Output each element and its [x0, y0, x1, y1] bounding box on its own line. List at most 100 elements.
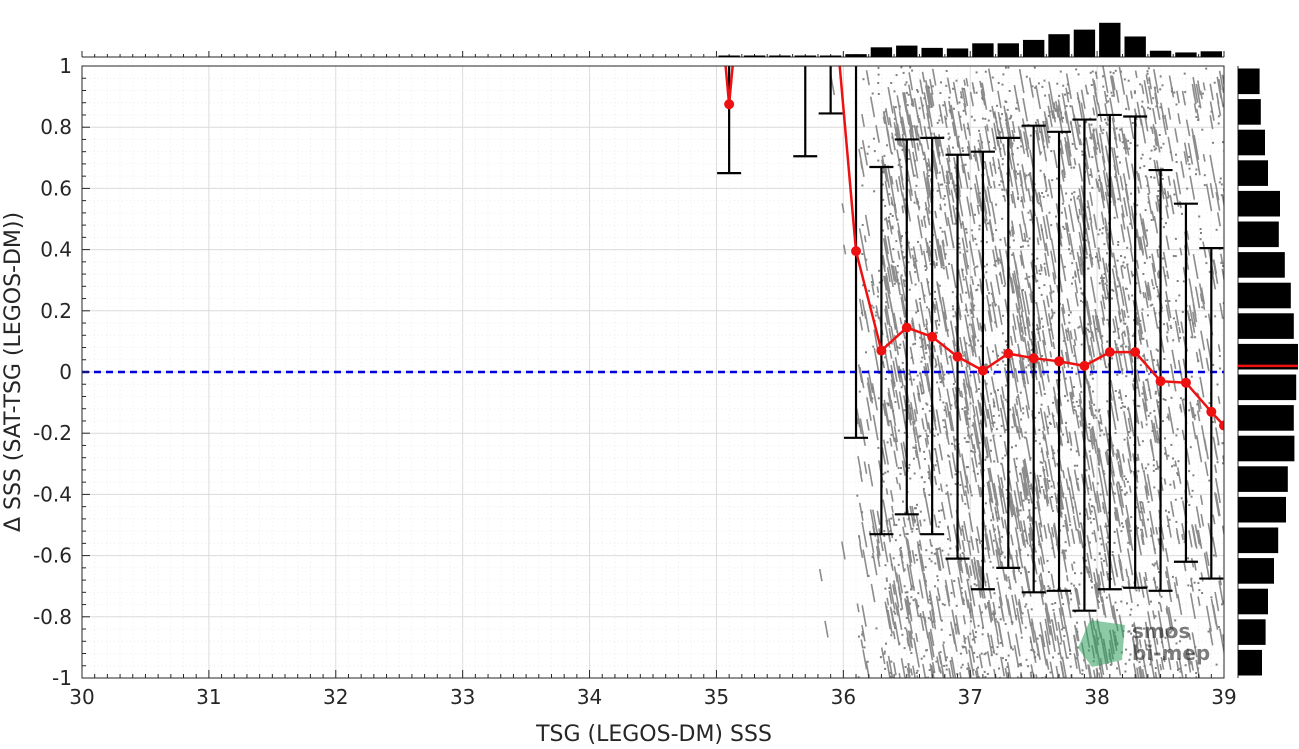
scatter-point [1187, 584, 1190, 587]
scatter-point [1154, 581, 1156, 584]
scatter-point [980, 492, 983, 495]
scatter-point [933, 448, 936, 451]
scatter-point [962, 646, 965, 649]
right-histogram-bar [1238, 619, 1266, 645]
scatter-point [970, 608, 972, 611]
scatter-point [884, 356, 887, 359]
scatter-point [1038, 543, 1041, 546]
scatter-point [1190, 584, 1193, 587]
scatter-point [936, 460, 938, 463]
scatter-point [1049, 323, 1052, 325]
scatter-point [1167, 525, 1170, 527]
scatter-point [1112, 289, 1115, 292]
scatter-point [889, 530, 892, 532]
scatter-point [939, 381, 942, 384]
scatter-point [1001, 83, 1004, 86]
scatter-point [1073, 561, 1076, 564]
scatter-point [1138, 511, 1141, 513]
scatter-point [1147, 201, 1150, 204]
scatter-point [1125, 107, 1128, 110]
scatter-point [992, 350, 994, 353]
scatter-point [913, 159, 916, 162]
scatter-point [967, 434, 970, 437]
scatter-point [1011, 426, 1014, 429]
scatter-point [896, 346, 899, 349]
scatter-point [1076, 482, 1079, 485]
scatter-point [1161, 641, 1163, 644]
scatter-point [1190, 577, 1193, 580]
scatter-point [908, 466, 910, 469]
scatter-point [972, 87, 975, 90]
scatter-point [925, 649, 928, 652]
scatter-point [1056, 177, 1058, 180]
scatter-point [909, 477, 912, 480]
scatter-point [1053, 117, 1056, 119]
scatter-point [928, 471, 931, 473]
scatter-point [1066, 83, 1069, 86]
scatter-point [1153, 409, 1156, 412]
scatter-point [910, 189, 913, 192]
scatter-point [948, 136, 951, 139]
scatter-point [870, 304, 873, 307]
scatter-point [1095, 668, 1098, 671]
scatter-point [954, 473, 957, 476]
scatter-point [1090, 331, 1093, 334]
scatter-point [877, 159, 880, 162]
scatter-point [1102, 296, 1105, 299]
scatter-point [1157, 401, 1160, 404]
scatter-point [924, 269, 927, 271]
scatter-point [1044, 94, 1047, 97]
scatter-point [974, 237, 977, 240]
scatter-point [910, 127, 913, 130]
scatter-point [1011, 358, 1014, 361]
scatter-point [945, 668, 948, 671]
scatter-point [954, 184, 957, 187]
scatter-point [1153, 145, 1156, 148]
scatter-point [1086, 92, 1089, 95]
scatter-point [1039, 522, 1042, 525]
scatter-point [1054, 602, 1057, 604]
scatter-point [1130, 608, 1133, 611]
scatter-point [1050, 485, 1053, 488]
scatter-point [1152, 578, 1155, 581]
scatter-point [900, 237, 902, 240]
scatter-point [952, 107, 955, 110]
scatter-point [1199, 238, 1202, 241]
scatter-point [1133, 90, 1136, 93]
scatter-point [950, 592, 953, 594]
right-histogram-bar [1238, 190, 1280, 217]
scatter-point [1071, 367, 1074, 370]
scatter-point [964, 406, 966, 409]
scatter-point [894, 539, 897, 542]
scatter-point [1112, 330, 1115, 333]
scatter-point [897, 429, 900, 432]
scatter-point [1192, 474, 1195, 477]
scatter-point [1049, 671, 1052, 674]
scatter-point [915, 672, 918, 674]
scatter-point [970, 449, 973, 452]
scatter-point [898, 642, 901, 645]
scatter-point [1028, 533, 1031, 536]
scatter-point [1121, 264, 1124, 267]
scatter-point [1046, 415, 1049, 418]
scatter-point [976, 656, 979, 659]
scatter-point [1062, 116, 1064, 119]
scatter-point [1088, 385, 1091, 388]
scatter-point [981, 97, 984, 100]
scatter-point [1025, 603, 1028, 606]
scatter-point [1055, 543, 1058, 546]
scatter-point [856, 494, 859, 497]
scatter-point [896, 330, 899, 333]
scatter-point [928, 86, 930, 89]
scatter-point [1033, 66, 1036, 69]
scatter-point [912, 599, 915, 602]
scatter-point [1029, 134, 1032, 137]
scatter-point [984, 458, 987, 461]
scatter-point [1047, 571, 1050, 573]
scatter-point [884, 564, 887, 567]
scatter-point [1028, 237, 1031, 240]
scatter-point [1047, 426, 1049, 429]
scatter-point [913, 174, 916, 177]
scatter-point [955, 400, 958, 403]
scatter-point [977, 676, 980, 678]
